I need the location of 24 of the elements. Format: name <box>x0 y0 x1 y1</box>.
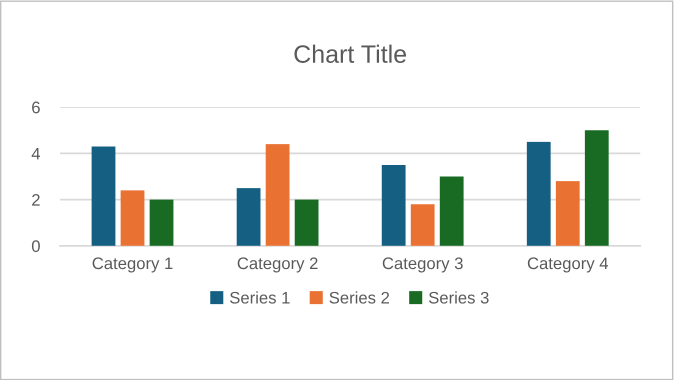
y-tick-label: 4 <box>32 148 40 160</box>
bar <box>120 190 144 246</box>
bar <box>382 164 406 246</box>
bar <box>584 130 609 246</box>
bar <box>236 188 260 246</box>
bar <box>526 142 551 246</box>
y-tick-label: 2 <box>32 194 40 206</box>
legend-label: Series 1 <box>230 291 290 304</box>
bar <box>150 200 174 246</box>
x-tick-label: Category 2 <box>238 257 318 273</box>
bar <box>410 204 435 246</box>
y-tick-label: 0 <box>32 240 40 252</box>
chart-title: Chart Title <box>294 44 406 63</box>
bar <box>294 200 319 246</box>
x-tick-label: Category 1 <box>92 257 172 273</box>
bar <box>92 146 116 246</box>
legend-label: Series 3 <box>428 291 489 304</box>
legend-label: Series 2 <box>330 291 390 304</box>
y-tick-label: 6 <box>32 102 40 114</box>
bar <box>556 181 580 246</box>
x-tick-label: Category 3 <box>382 257 463 273</box>
x-tick-label: Category 4 <box>528 257 608 273</box>
bar <box>440 176 464 246</box>
bar <box>266 144 290 246</box>
